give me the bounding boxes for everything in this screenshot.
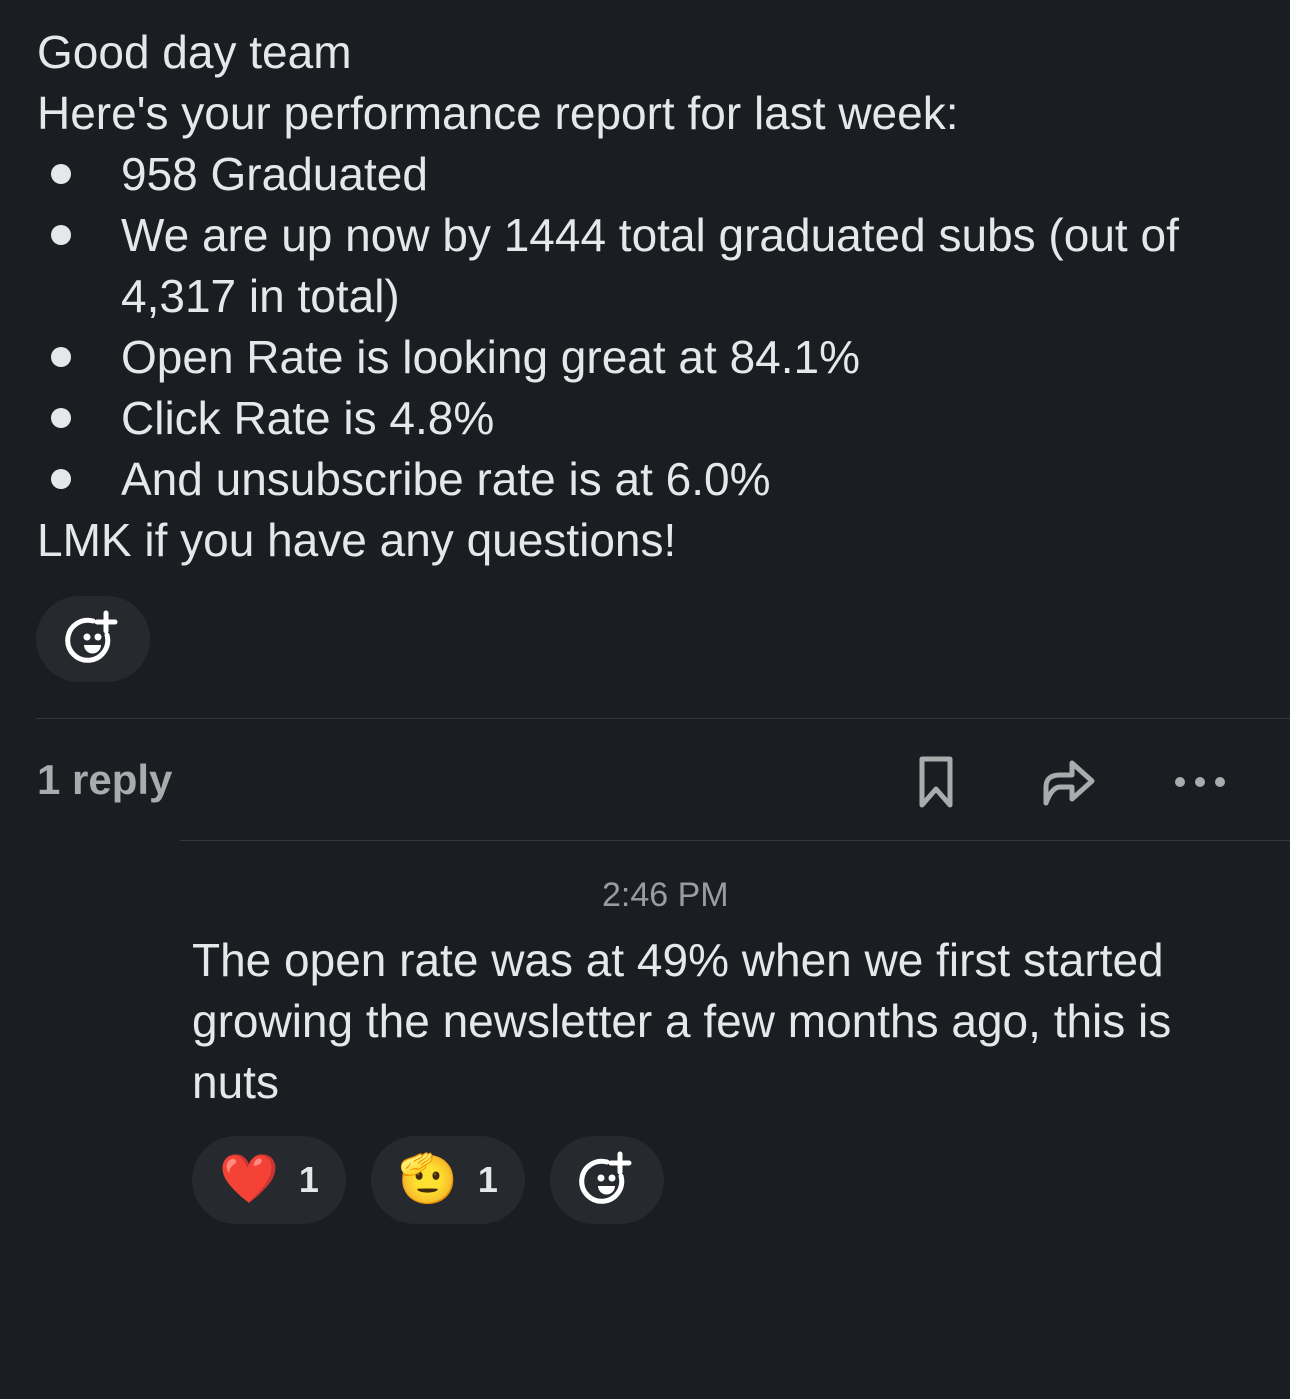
share-button[interactable] bbox=[1038, 752, 1098, 812]
add-reaction-button[interactable] bbox=[550, 1136, 664, 1224]
bookmark-icon bbox=[919, 756, 953, 808]
add-emoji-icon bbox=[65, 610, 118, 663]
heart-icon: ❤️ bbox=[219, 1153, 279, 1206]
bookmark-button[interactable] bbox=[906, 752, 966, 812]
reaction-saluting-face[interactable]: 🫡 1 bbox=[371, 1136, 525, 1224]
list-item: We are up now by 1444 total graduated su… bbox=[37, 205, 1267, 327]
divider bbox=[180, 840, 1290, 841]
divider bbox=[36, 718, 1290, 719]
closing: LMK if you have any questions! bbox=[37, 514, 677, 566]
reply-timestamp: 2:46 PM bbox=[602, 876, 729, 914]
list-item: Click Rate is 4.8% bbox=[37, 388, 1267, 449]
list-item: Open Rate is looking great at 84.1% bbox=[37, 327, 1267, 388]
list-item: And unsubscribe rate is at 6.0% bbox=[37, 449, 1267, 510]
reaction-count: 1 bbox=[477, 1159, 498, 1200]
share-icon bbox=[1043, 760, 1095, 806]
intro: Here's your performance report for last … bbox=[37, 87, 959, 139]
list-item: 958 Graduated bbox=[37, 144, 1267, 205]
add-emoji-icon bbox=[579, 1151, 632, 1204]
add-reaction-button[interactable] bbox=[36, 596, 150, 682]
reaction-heart[interactable]: ❤️ 1 bbox=[192, 1136, 346, 1224]
greeting: Good day team bbox=[37, 26, 352, 78]
message-body: Good day team Here's your performance re… bbox=[37, 22, 1267, 571]
saluting-face-icon: 🫡 bbox=[398, 1153, 458, 1206]
more-icon bbox=[1175, 777, 1225, 787]
reaction-count: 1 bbox=[298, 1159, 319, 1200]
more-button[interactable] bbox=[1170, 752, 1230, 812]
reply-text: The open rate was at 49% when we first s… bbox=[192, 934, 1172, 1108]
bullet-list: 958 Graduated We are up now by 1444 tota… bbox=[37, 144, 1267, 510]
reply-count[interactable]: 1 reply bbox=[37, 756, 173, 803]
